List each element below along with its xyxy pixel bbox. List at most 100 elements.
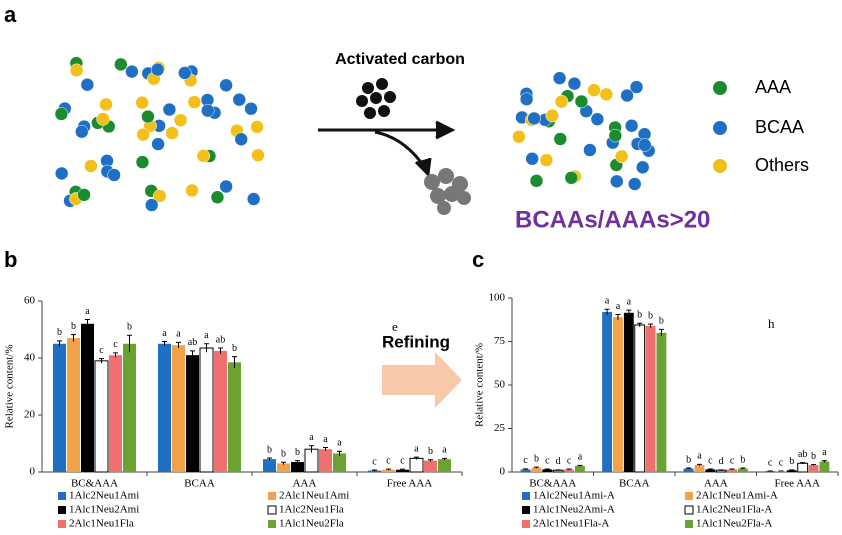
bar [776, 471, 786, 472]
legend-label: 2Alc1Neu1Fla [69, 518, 134, 530]
panel-label: a [4, 2, 17, 27]
molecule-dot [614, 149, 629, 164]
error-bar [442, 457, 447, 461]
bar [645, 325, 656, 472]
error-bar [267, 457, 272, 461]
panel-label: c [472, 247, 484, 272]
molecule-dot [529, 174, 544, 188]
legend-label: 1Alc2Neu1Ami [69, 490, 139, 502]
molecule-dot [114, 57, 128, 72]
process-label: Activated carbon [335, 51, 465, 68]
legend-dot [713, 81, 727, 95]
molecule-dot [135, 155, 150, 169]
molecule-dot [553, 132, 568, 146]
bar [94, 360, 109, 473]
bar [765, 471, 776, 472]
legend-label: Others [755, 155, 809, 175]
molecule-dot [69, 63, 84, 78]
bar [277, 463, 290, 472]
error-bar [414, 456, 419, 460]
molecule-dot [153, 189, 167, 203]
error-bar [637, 322, 643, 327]
error-bar [686, 467, 692, 470]
significance-label: a [85, 306, 90, 317]
significance-label: a [578, 452, 583, 463]
molecule-dot [587, 83, 601, 97]
molecule-dot [151, 137, 165, 151]
error-bar [218, 347, 223, 354]
significance-label: b [648, 310, 653, 321]
molecule-dot [554, 94, 569, 109]
bar [694, 465, 705, 472]
legend-swatch [522, 520, 530, 528]
error-bar [533, 466, 539, 469]
molecule-dot [201, 103, 215, 118]
bar [172, 345, 185, 472]
error-bar [99, 358, 104, 364]
legend-swatch [685, 492, 693, 500]
error-bar [658, 328, 664, 337]
x-tick-label: BCAA [184, 478, 215, 490]
y-axis-title: Relative content/% [4, 345, 16, 429]
molecule-dot [599, 87, 614, 102]
error-bar [729, 468, 735, 470]
molecule-dot [150, 62, 165, 77]
significance-label: c [567, 455, 572, 466]
molecule-dot [527, 111, 541, 126]
bar [656, 332, 667, 472]
significance-label: a [323, 434, 328, 445]
molecule-dot [251, 148, 265, 163]
legend-swatch [268, 520, 276, 528]
bar [634, 324, 646, 473]
error-bar [555, 469, 561, 471]
molecule-dot [574, 94, 589, 109]
error-bar [232, 356, 237, 368]
molecule-dot [136, 127, 150, 142]
x-tick-label: AAA [704, 478, 728, 490]
error-bar [544, 468, 550, 470]
significance-label: b [534, 453, 539, 464]
bar [613, 317, 623, 472]
adsorbed [424, 168, 471, 215]
error-bar [800, 462, 806, 464]
error-bar [615, 314, 621, 320]
molecule-dot [608, 128, 623, 143]
error-bar [337, 450, 342, 456]
significance-label: a [204, 330, 209, 341]
significance-label: c [386, 455, 391, 466]
error-bar [707, 468, 713, 470]
significance-label: a [442, 445, 447, 456]
bar [319, 449, 332, 472]
molecule-dot [80, 77, 95, 92]
significance-label: a [605, 296, 610, 307]
error-bar [566, 468, 572, 470]
error-bar [386, 468, 391, 471]
error-bar [190, 350, 195, 360]
bar [123, 343, 136, 472]
molecule-dot [173, 113, 188, 128]
molecule-dot [620, 88, 634, 103]
significance-label: b [295, 447, 300, 458]
molecule-dot [162, 102, 177, 117]
significance-label: b [57, 327, 62, 338]
bar [808, 465, 819, 472]
significance-label: b [428, 446, 433, 457]
molecule-dot [210, 190, 225, 204]
bar [186, 355, 199, 472]
significance-label: c [708, 455, 713, 466]
bar [727, 469, 737, 472]
molecule-dot [564, 171, 579, 185]
legend-label: 1Alc2Neu1Ami-A [533, 490, 615, 502]
molecule-dot [219, 179, 233, 194]
bar [409, 457, 424, 473]
y-tick-label: 75 [494, 335, 506, 347]
error-bar [57, 340, 62, 347]
x-tick-label: BC&AAA [529, 478, 576, 490]
legend-swatch [58, 520, 66, 528]
legend-label: 1Alc1Neu2Ami-A [533, 504, 615, 516]
significance-label: c [779, 457, 784, 468]
error-bar [85, 319, 90, 329]
bar [786, 470, 797, 472]
legend-swatch [268, 492, 276, 500]
bar [531, 467, 542, 472]
